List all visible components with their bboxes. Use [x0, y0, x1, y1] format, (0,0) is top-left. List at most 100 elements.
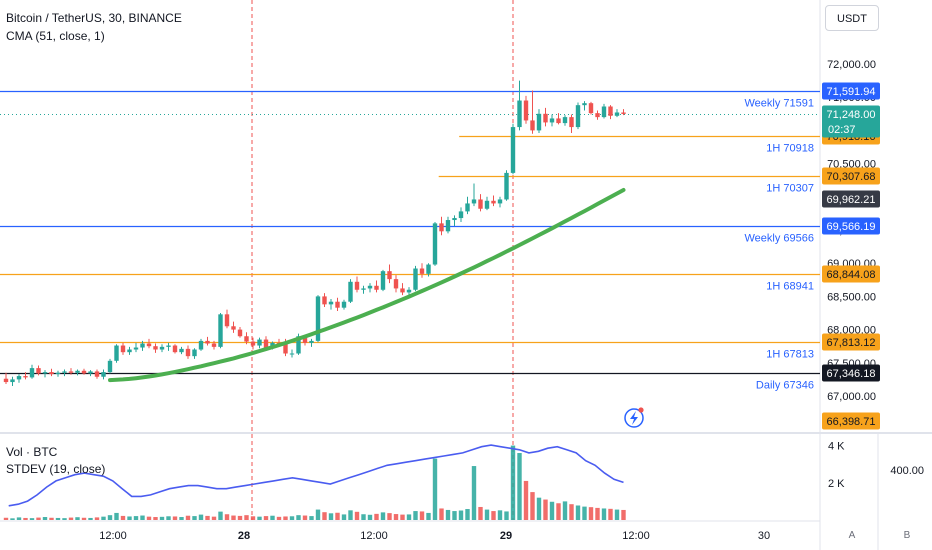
- candle-body: [543, 113, 548, 123]
- candle-body: [140, 343, 145, 348]
- candle-body: [257, 339, 262, 346]
- candle-body: [608, 106, 613, 116]
- volume-bar: [484, 509, 490, 520]
- volume-bar: [380, 512, 386, 520]
- current-price-tag-box: [822, 105, 880, 138]
- volume-bar: [29, 518, 35, 520]
- candle-body: [81, 370, 87, 374]
- volume-bar: [406, 514, 412, 520]
- volume-bar: [101, 516, 106, 520]
- candle-body: [315, 296, 321, 341]
- volume-bar: [471, 466, 477, 520]
- time-tick-label: 12:00: [622, 530, 650, 542]
- candle-body: [452, 218, 457, 221]
- volume-bar: [439, 508, 444, 520]
- volume-bar: [595, 507, 600, 520]
- volume-bar: [153, 517, 158, 520]
- candle-body: [244, 336, 249, 342]
- volume-bar: [88, 517, 93, 520]
- candle-body: [205, 340, 210, 344]
- volume-bar: [361, 514, 366, 520]
- auto-scale-button[interactable]: A: [848, 530, 856, 541]
- log-scale-button[interactable]: B: [903, 530, 911, 541]
- price-line-label: 1H 68941: [766, 281, 814, 293]
- currency-button[interactable]: USDT: [825, 5, 879, 31]
- volume-bar: [231, 515, 236, 520]
- volume-bar: [601, 508, 607, 520]
- candle-body: [536, 113, 542, 131]
- candle-body: [146, 343, 152, 347]
- stdev-line: [8, 444, 624, 507]
- volume-bar: [159, 516, 165, 520]
- candle-body: [192, 349, 197, 357]
- candle-body: [55, 372, 61, 375]
- current-price-tag-text: 71,248.00: [827, 109, 876, 121]
- candle-body: [42, 372, 48, 374]
- candle-body: [159, 346, 165, 350]
- candle-body: [120, 345, 126, 353]
- candle-body: [341, 301, 347, 308]
- cma-value-tag-box: [822, 190, 880, 208]
- candle-body: [348, 281, 353, 302]
- candle-body: [263, 339, 269, 349]
- volume-bar: [549, 501, 555, 520]
- price-line-label: Daily 67346: [756, 380, 814, 392]
- volume-bar: [16, 517, 22, 520]
- candle-body: [224, 314, 230, 327]
- price-line-tag-text: 68,844.08: [827, 269, 876, 281]
- candle-body: [406, 289, 412, 293]
- volume-bar: [146, 516, 152, 520]
- volume-bar: [270, 515, 275, 520]
- price-tick-label: 67,000.00: [827, 391, 876, 403]
- volume-bar: [367, 514, 373, 520]
- volume-bar: [283, 516, 288, 520]
- candle-body: [179, 348, 184, 353]
- volume-bar: [192, 516, 197, 520]
- volume-bar: [393, 514, 399, 520]
- volume-bar: [536, 497, 542, 520]
- candle-body: [198, 340, 204, 350]
- candle-body: [237, 329, 243, 337]
- volume-bar: [218, 511, 223, 520]
- volume-bar: [302, 515, 308, 520]
- volume-bar: [491, 511, 496, 520]
- time-axis[interactable]: 12:00 28 12:00 29 12:00 30: [99, 530, 770, 542]
- price-line-tag-text: 70,307.68: [827, 171, 876, 183]
- candle-body: [393, 279, 399, 289]
- candle-body: [465, 203, 470, 212]
- volume-bar: [523, 480, 529, 520]
- candle-body: [445, 220, 451, 232]
- volume-pane-title[interactable]: Vol · BTC: [6, 445, 58, 459]
- volume-bar: [458, 510, 464, 520]
- volume-bar: [55, 517, 61, 520]
- volume-bar: [614, 509, 620, 520]
- volume-bar: [510, 445, 516, 520]
- candle-body: [621, 112, 626, 114]
- candle-body: [549, 118, 555, 123]
- candle-body: [562, 117, 568, 124]
- volume-bar: [608, 508, 613, 520]
- symbol-title[interactable]: Bitcoin / TetherUS, 30, BINANCE: [6, 11, 182, 25]
- volume-bar: [133, 516, 139, 520]
- price-line-tag-box: [822, 265, 880, 283]
- volume-bar: [244, 515, 249, 520]
- candle-body: [283, 344, 288, 354]
- volume-bar: [68, 517, 74, 520]
- price-line-tag-box: [822, 167, 880, 185]
- candle-body: [16, 376, 22, 380]
- volume-bar: [419, 511, 425, 520]
- time-tick-label: 12:00: [360, 530, 388, 542]
- candle-body: [530, 120, 535, 131]
- current-price-tag-countdown: 02:37: [828, 124, 856, 136]
- low-tag-box: [822, 412, 880, 430]
- candle-body: [556, 118, 561, 124]
- volume-bar: [140, 515, 145, 520]
- time-tick-label: 30: [758, 530, 770, 542]
- cma-indicator-label[interactable]: CMA (51, close, 1): [6, 29, 105, 43]
- time-tick-label: 29: [500, 530, 512, 542]
- lightning-alert-icon[interactable]: [624, 407, 644, 428]
- stdev-indicator-label[interactable]: STDEV (19, close): [6, 462, 106, 476]
- candle-body: [107, 360, 113, 373]
- candle-body: [172, 345, 178, 353]
